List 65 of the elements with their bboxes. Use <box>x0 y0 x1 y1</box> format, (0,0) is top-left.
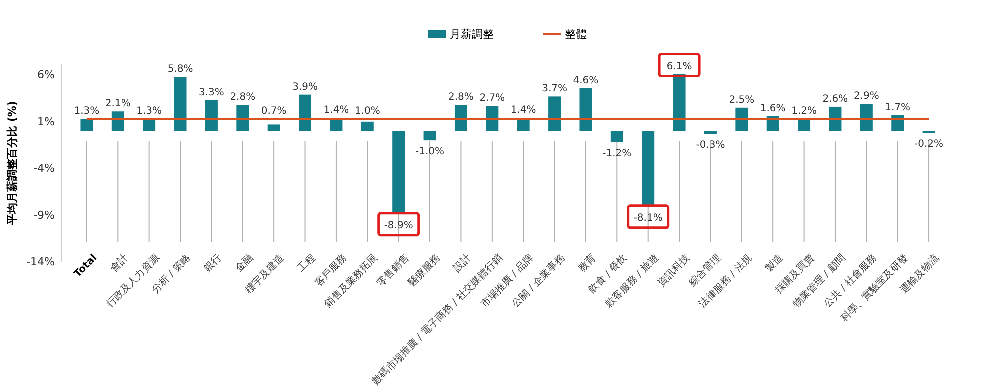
data-label: -0.3% <box>696 140 726 152</box>
data-label: -1.2% <box>602 148 632 160</box>
data-label: 1.4% <box>510 105 536 116</box>
data-label: 2.8% <box>230 92 256 104</box>
bar <box>424 131 436 141</box>
bar <box>610 131 624 142</box>
y-tick-label: 1% <box>38 115 55 128</box>
data-label: 2.6% <box>822 94 848 105</box>
legend-label: 整體 <box>565 28 587 41</box>
data-label: 1.0% <box>354 106 380 118</box>
x-tick-label: 銀行 <box>202 252 224 275</box>
data-label: 2.1% <box>105 98 131 110</box>
data-label: 1.4% <box>324 105 350 116</box>
bar <box>236 105 250 132</box>
data-label: 4.6% <box>573 75 599 86</box>
bar <box>268 124 280 132</box>
bar <box>704 131 717 134</box>
bar <box>580 88 592 132</box>
x-tick-label: 教育 <box>576 252 599 275</box>
data-label: -8.1% <box>634 212 663 224</box>
data-label: 3.7% <box>542 84 568 95</box>
y-tick-label: 6% <box>38 68 55 82</box>
bar <box>736 108 748 132</box>
data-label: 1.2% <box>792 106 817 118</box>
data-label: 1.6% <box>760 103 786 114</box>
data-label: -8.9% <box>384 220 414 232</box>
data-label: 5.8% <box>168 64 194 76</box>
data-label: 2.8% <box>448 92 474 104</box>
bar <box>174 77 187 132</box>
bar <box>205 100 218 132</box>
data-label: 1.7% <box>885 102 911 114</box>
bar <box>486 106 499 132</box>
bar <box>642 131 655 207</box>
y-tick-label: -14% <box>26 256 55 269</box>
x-tick-label: 金融 <box>232 252 256 275</box>
data-label: 1.3% <box>136 106 162 118</box>
x-tick-label: 工程 <box>296 252 318 275</box>
data-label: 6.1% <box>666 61 692 72</box>
data-label: 2.5% <box>729 94 755 106</box>
bar <box>299 94 312 132</box>
bar <box>798 120 811 132</box>
bar <box>80 119 94 132</box>
data-label: 0.7% <box>261 106 287 118</box>
bar <box>143 119 156 132</box>
x-tick-label: 製造 <box>763 252 786 275</box>
bar <box>548 96 562 132</box>
data-label: -1.0% <box>416 146 445 158</box>
bar <box>392 131 406 214</box>
data-label: 2.7% <box>480 93 506 104</box>
legend-label: 月薪調整 <box>450 28 494 41</box>
x-tick-label: 設計 <box>451 252 474 275</box>
bar <box>829 106 842 132</box>
data-label: 3.9% <box>292 82 318 93</box>
data-label: 1.3% <box>74 106 100 118</box>
y-tick-label: -9% <box>34 208 55 222</box>
bar <box>673 74 686 132</box>
y-tick-label: -4% <box>34 162 55 176</box>
x-tick-label: 會計 <box>108 252 131 275</box>
bar <box>454 105 468 132</box>
data-label: -0.2% <box>914 139 944 150</box>
y-axis-title: 平均月薪調整百分比 (%) <box>6 101 19 226</box>
bar <box>860 104 873 132</box>
bar <box>361 122 374 132</box>
data-label: 2.9% <box>854 91 880 102</box>
data-label: 3.3% <box>199 87 224 98</box>
